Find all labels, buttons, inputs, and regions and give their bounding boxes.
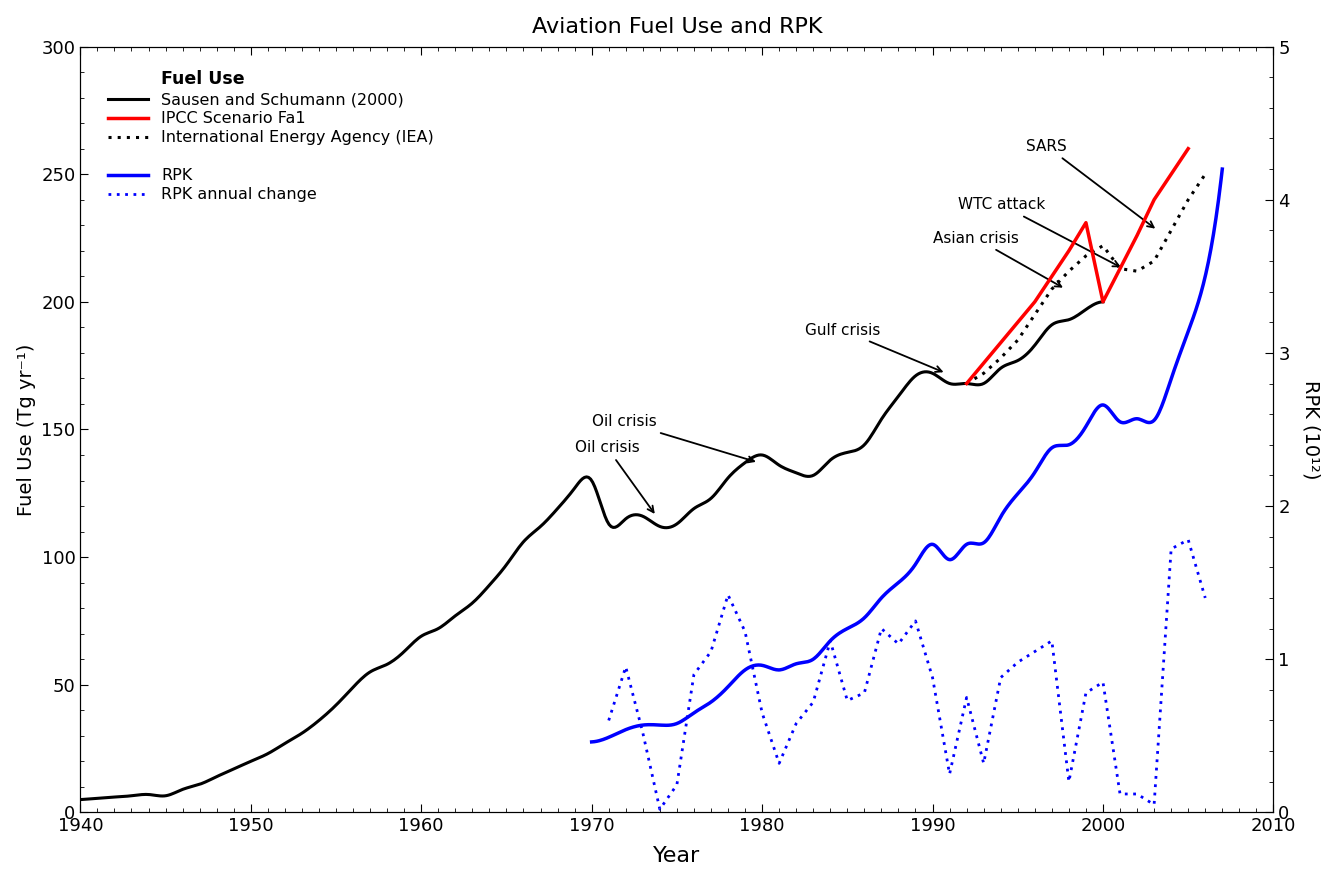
Text: SARS: SARS [1027, 139, 1154, 228]
Text: Gulf crisis: Gulf crisis [805, 322, 941, 372]
Y-axis label: Fuel Use (Tg yr⁻¹): Fuel Use (Tg yr⁻¹) [16, 343, 36, 516]
Text: Oil crisis: Oil crisis [575, 440, 654, 512]
Text: WTC attack: WTC attack [959, 198, 1119, 267]
Text: Oil crisis: Oil crisis [592, 414, 754, 463]
Title: Aviation Fuel Use and RPK: Aviation Fuel Use and RPK [532, 17, 822, 37]
Text: Asian crisis: Asian crisis [932, 230, 1062, 287]
Y-axis label: RPK (10¹²): RPK (10¹²) [1301, 380, 1321, 479]
Legend: Fuel Use, Sausen and Schumann (2000), IPCC Scenario Fa1, International Energy Ag: Fuel Use, Sausen and Schumann (2000), IP… [100, 62, 441, 210]
X-axis label: Year: Year [654, 846, 701, 866]
